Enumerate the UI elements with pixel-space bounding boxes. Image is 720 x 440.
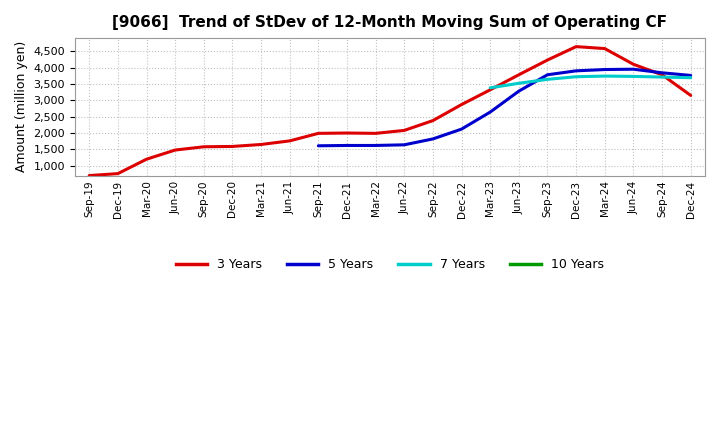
Title: [9066]  Trend of StDev of 12-Month Moving Sum of Operating CF: [9066] Trend of StDev of 12-Month Moving… <box>112 15 667 30</box>
Y-axis label: Amount (million yen): Amount (million yen) <box>15 41 28 172</box>
Legend: 3 Years, 5 Years, 7 Years, 10 Years: 3 Years, 5 Years, 7 Years, 10 Years <box>171 253 609 276</box>
